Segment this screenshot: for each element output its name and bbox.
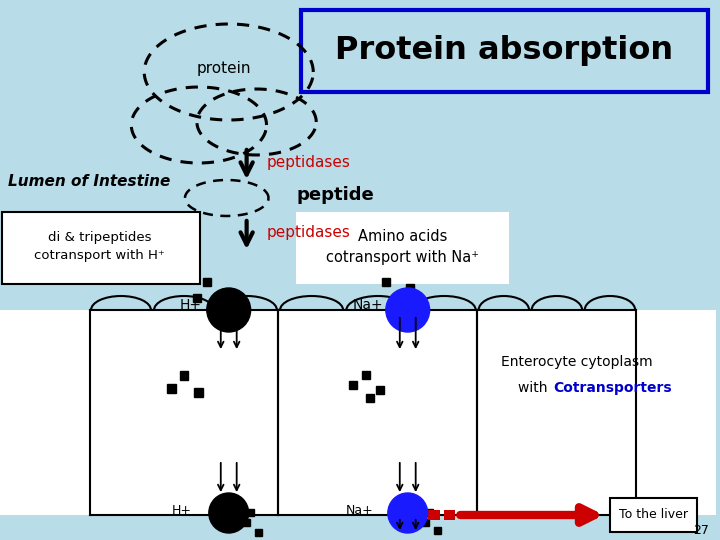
- Bar: [444, 510, 456, 520]
- Polygon shape: [203, 278, 211, 286]
- Text: Na+: Na+: [346, 503, 374, 516]
- Polygon shape: [166, 383, 176, 393]
- Polygon shape: [179, 370, 189, 380]
- Text: H+: H+: [180, 298, 202, 312]
- Text: To the liver: To the liver: [619, 509, 688, 522]
- Circle shape: [209, 493, 248, 533]
- Polygon shape: [382, 278, 390, 286]
- Bar: [0, 310, 716, 515]
- Text: Amino acids
cotransport with Na⁺: Amino acids cotransport with Na⁺: [326, 229, 480, 265]
- Text: protein: protein: [197, 60, 251, 76]
- Polygon shape: [376, 386, 384, 394]
- Polygon shape: [255, 529, 262, 536]
- FancyBboxPatch shape: [610, 498, 697, 532]
- FancyBboxPatch shape: [2, 212, 200, 284]
- Text: peptide: peptide: [297, 186, 374, 204]
- Text: H+: H+: [172, 503, 192, 516]
- Text: peptidases: peptidases: [266, 225, 351, 240]
- Polygon shape: [243, 518, 250, 525]
- Polygon shape: [422, 518, 429, 525]
- Polygon shape: [362, 371, 370, 379]
- Polygon shape: [414, 298, 422, 306]
- Polygon shape: [194, 388, 203, 396]
- Text: peptidases: peptidases: [266, 154, 351, 170]
- FancyBboxPatch shape: [297, 212, 509, 284]
- Text: Lumen of Intestine: Lumen of Intestine: [8, 174, 171, 190]
- Circle shape: [388, 493, 428, 533]
- FancyBboxPatch shape: [302, 10, 708, 92]
- Text: Enterocyte cytoplasm: Enterocyte cytoplasm: [501, 355, 652, 369]
- Text: Cotransporters: Cotransporters: [553, 381, 672, 395]
- Polygon shape: [349, 381, 357, 389]
- Polygon shape: [366, 394, 374, 402]
- Polygon shape: [193, 294, 201, 302]
- Text: Protein absorption: Protein absorption: [335, 35, 673, 65]
- Polygon shape: [406, 284, 414, 292]
- Text: Na+: Na+: [353, 298, 383, 312]
- Text: di & tripeptides
cotransport with H⁺: di & tripeptides cotransport with H⁺: [34, 232, 165, 262]
- Polygon shape: [396, 292, 404, 300]
- Text: 27: 27: [693, 523, 709, 537]
- Circle shape: [207, 288, 251, 332]
- Polygon shape: [426, 509, 433, 516]
- Bar: [428, 510, 439, 520]
- Text: with: with: [518, 381, 552, 395]
- Polygon shape: [217, 292, 225, 300]
- Polygon shape: [434, 526, 441, 534]
- Circle shape: [386, 288, 430, 332]
- Polygon shape: [247, 509, 254, 516]
- Polygon shape: [207, 304, 215, 312]
